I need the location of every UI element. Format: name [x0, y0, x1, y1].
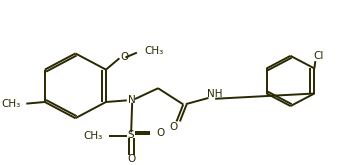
Text: NH: NH: [207, 89, 222, 99]
Text: S: S: [128, 130, 134, 140]
Text: CH₃: CH₃: [144, 46, 164, 56]
Text: CH₃: CH₃: [1, 99, 20, 109]
Text: N: N: [128, 95, 136, 105]
Text: Cl: Cl: [313, 51, 324, 61]
Text: O: O: [127, 154, 135, 165]
Text: O: O: [156, 128, 165, 138]
Text: O: O: [121, 52, 129, 63]
Text: CH₃: CH₃: [83, 131, 102, 141]
Text: O: O: [169, 122, 177, 132]
